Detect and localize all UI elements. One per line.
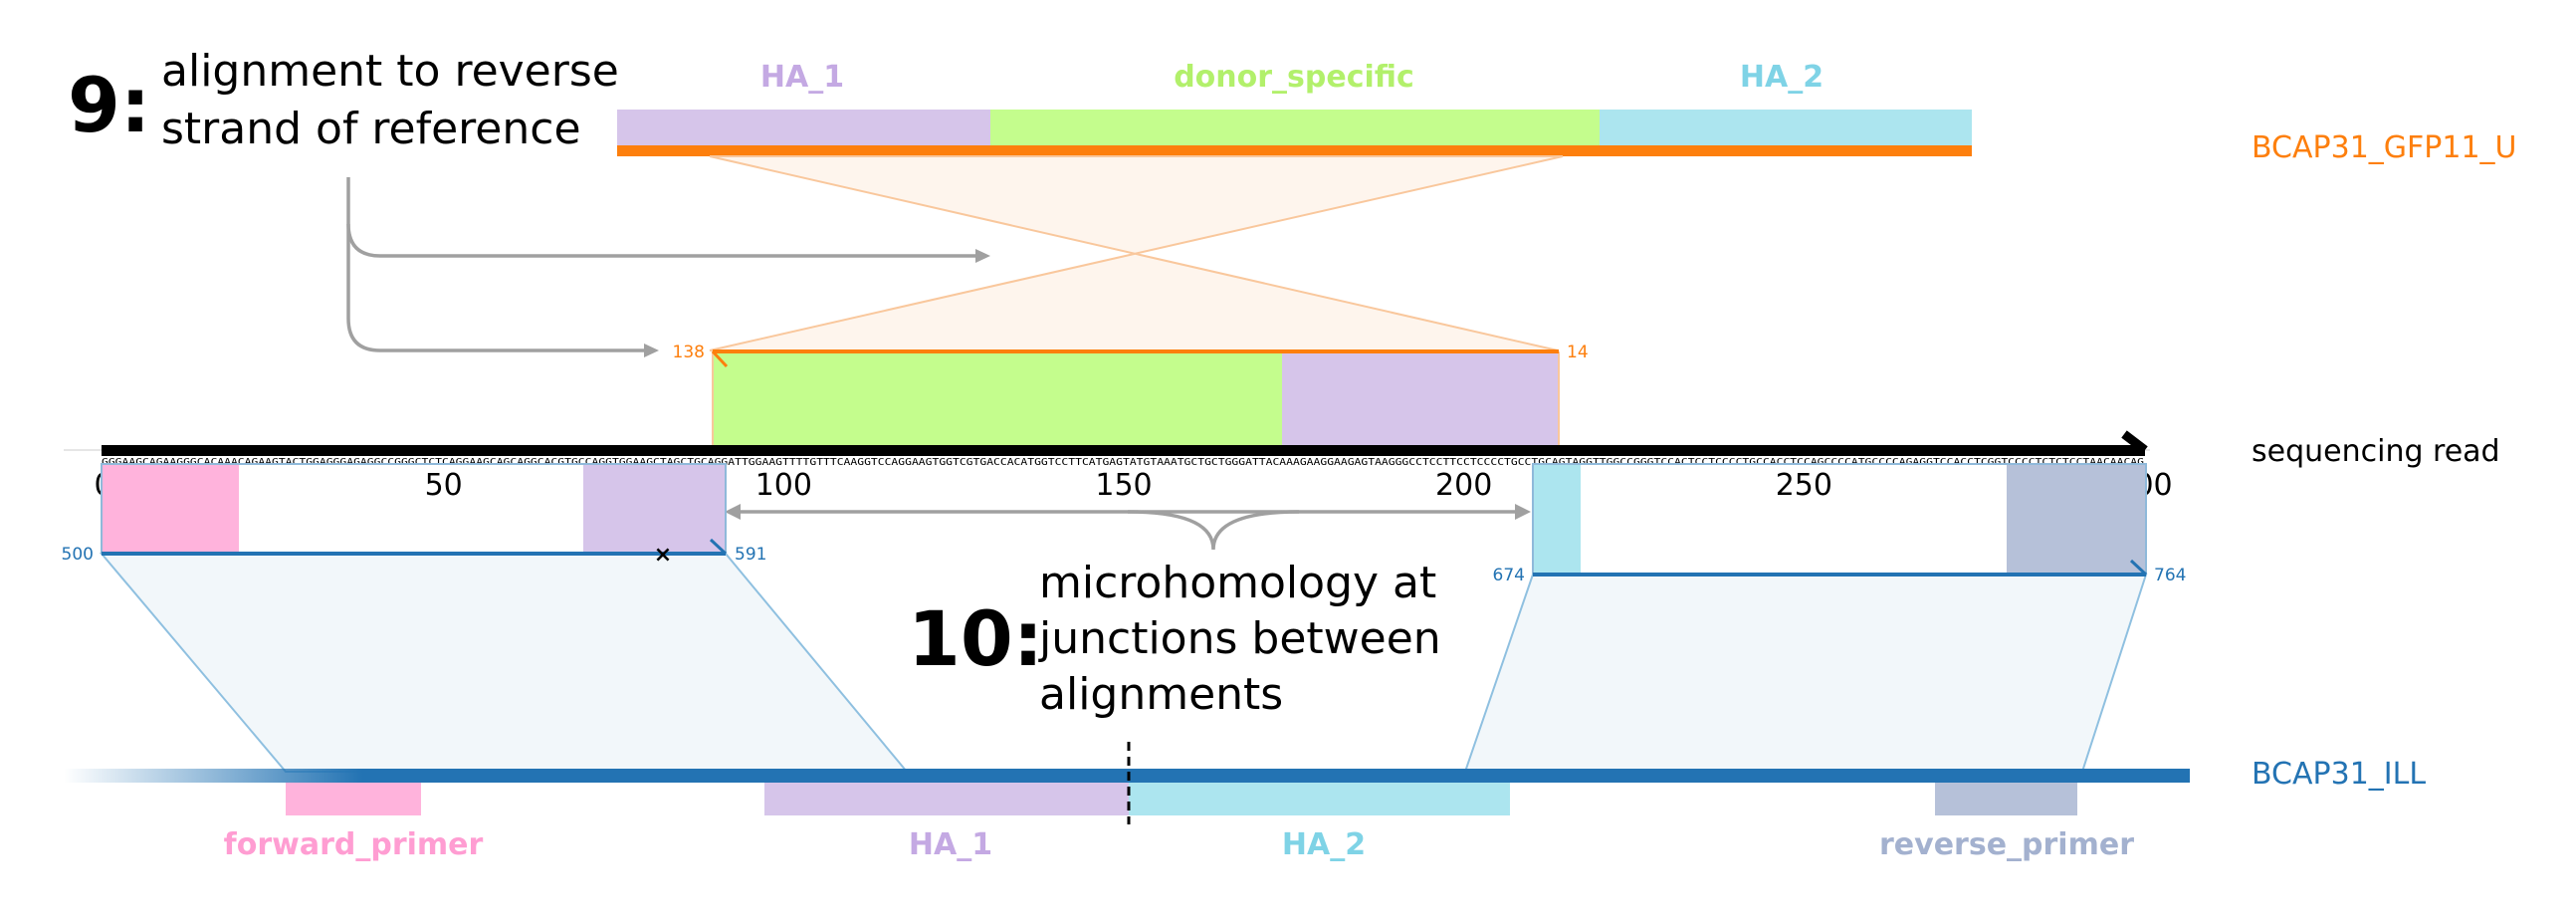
read-label: sequencing read (2252, 434, 2500, 469)
annotation-9-line-2: strand of reference (161, 104, 581, 154)
donor-mapping-band (709, 155, 1564, 351)
arrowhead-lower (644, 344, 659, 357)
genomic-feature-reverse-primer (1935, 783, 2077, 815)
donor-feature-ha2 (1600, 110, 1972, 146)
alignment-2-mapping-band (1463, 574, 2148, 773)
genomic-alignment-1: × 500 591 (62, 463, 910, 773)
annotation-arrow-lower (346, 224, 649, 352)
annotation-10: 10: microhomology at junctions between a… (908, 558, 1441, 720)
genomic-feature-ha2 (1129, 783, 1510, 815)
genomic-reference-fade (64, 769, 362, 783)
read-sequence: GGGAAGCAGAAGGGCACAAACAGAAGTACTGGAGGGAGAG… (102, 457, 2144, 468)
brace-curl (1127, 510, 1300, 551)
alignment-2-strand-hook (2129, 559, 2148, 576)
genomic-reference: forward_primer HA_1 HA_2 reverse_primer … (64, 742, 2426, 862)
donor-feature-label-donor-specific: donor_specific (1174, 60, 1414, 95)
alignment-1-strand-hook (709, 538, 728, 556)
read-tick-label: 250 (1776, 468, 1832, 503)
donor-alignment-ha1 (1282, 352, 1559, 449)
read-tick-label: 100 (755, 468, 812, 503)
genomic-feature-label-ha1: HA_1 (909, 827, 992, 862)
donor-reference-bar (617, 145, 1972, 156)
read-tick-label: 50 (425, 468, 463, 503)
read-tick-label: 200 (1435, 468, 1492, 503)
brace-left-arrow (725, 504, 741, 520)
genomic-reference-name: BCAP31_ILL (2252, 757, 2426, 792)
read-bar (102, 445, 2145, 456)
donor-alignment-start: 138 (673, 343, 705, 362)
genomic-feature-label-ha2: HA_2 (1282, 827, 1366, 862)
alignment-2-reverse-primer (2007, 464, 2146, 575)
arrowhead-upper (975, 249, 990, 263)
donor-alignment-mapping (709, 155, 1564, 351)
microhomology-brace (725, 504, 1531, 551)
alignment-2-end: 764 (2154, 566, 2186, 585)
mismatch-marker: × (654, 543, 672, 568)
alignment-1-start: 500 (62, 545, 94, 565)
alignment-1-forward-primer (102, 464, 239, 554)
annotation-9-number: 9: (68, 61, 150, 149)
donor-alignment-end: 14 (1567, 343, 1589, 362)
donor-reference-name: BCAP31_GFP11_U (2252, 130, 2517, 165)
annotation-10-line-1: microhomology at (1039, 558, 1436, 608)
read-arrowhead (2121, 430, 2148, 454)
donor-feature-donor-specific (990, 110, 1600, 146)
annotation-10-line-3: alignments (1039, 669, 1283, 720)
read-tick-label: 150 (1095, 468, 1152, 503)
annotation-10-line-2: junctions between (1038, 613, 1441, 664)
genomic-reference-bar (362, 769, 2190, 783)
annotation-9: 9: alignment to reverse strand of refere… (68, 46, 619, 154)
genomic-feature-ha1 (764, 783, 1129, 815)
donor-reference: HA_1 donor_specific HA_2 BCAP31_GFP11_U (617, 60, 2517, 165)
alignment-2-ha2 (1533, 464, 1581, 575)
donor-alignment: 138 14 (673, 343, 1589, 450)
donor-alignment-donor-specific (713, 352, 1282, 449)
alignment-1-end: 591 (735, 545, 766, 565)
donor-alignment-strand-hook (711, 349, 729, 368)
donor-feature-ha1 (617, 110, 990, 146)
brace-right-arrow (1515, 504, 1531, 520)
annotation-9-arrows (346, 177, 990, 357)
donor-feature-label-ha2: HA_2 (1740, 60, 1824, 95)
genomic-feature-forward-primer (286, 783, 421, 815)
annotation-9-line-1: alignment to reverse (161, 46, 619, 97)
genomic-feature-label-forward-primer: forward_primer (224, 827, 484, 862)
read-axis-ticks: 050100150200250300 (94, 468, 2172, 503)
alignment-1-ha1 (583, 464, 726, 554)
genomic-alignment-2: 674 764 (1463, 463, 2186, 773)
alignment-1-mapping-band (99, 553, 910, 773)
donor-feature-label-ha1: HA_1 (760, 60, 844, 95)
annotation-10-number: 10: (908, 594, 1043, 683)
genomic-feature-label-reverse-primer: reverse_primer (1879, 827, 2134, 862)
alignment-2-start: 674 (1493, 566, 1525, 585)
